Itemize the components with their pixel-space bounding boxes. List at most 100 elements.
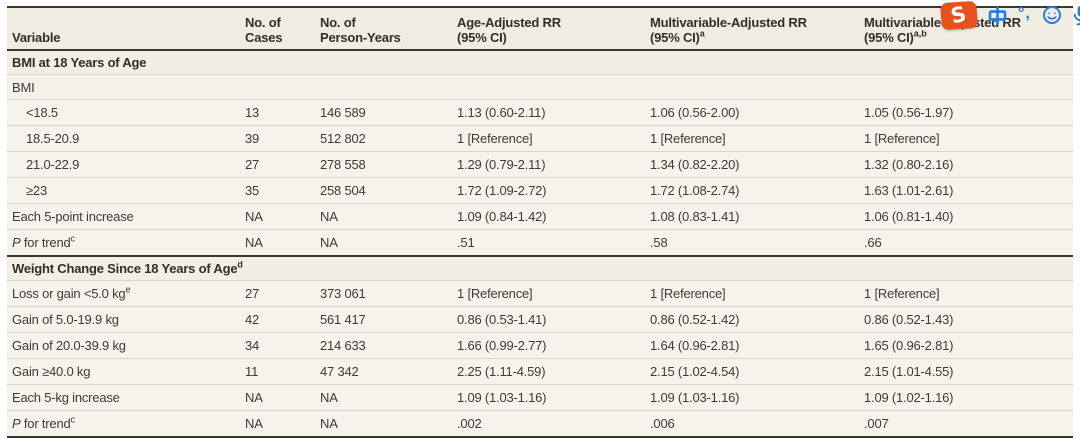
table-cell: .006 [645, 410, 859, 437]
row-label: Weight Change Since 18 Years of Aged [7, 255, 1073, 281]
table-cell: .002 [452, 410, 645, 437]
table-cell: 47 342 [315, 358, 452, 385]
row-label-superscript: c [70, 414, 76, 425]
table-cell: 1 [Reference] [859, 125, 1073, 152]
row-label-text: Weight Change Since 18 Years of Age [12, 261, 238, 276]
table-row: Gain of 5.0-19.9 kg 42 561 417 0.86 (0.53-1… [7, 306, 1073, 333]
table-cell [452, 74, 645, 100]
row-label-text: for trend [20, 235, 71, 250]
table-row: BMI at 18 Years of Age [7, 50, 1073, 75]
table-row: Weight Change Since 18 Years of Aged [7, 255, 1073, 281]
table-cell: .58 [645, 229, 859, 256]
table-cell: 0.86 (0.52-1.42) [645, 306, 859, 333]
table-cell: 1.72 (1.08-2.74) [645, 177, 859, 204]
table-cell: 2.15 (1.01-4.55) [859, 358, 1073, 385]
table-cell: 27 [240, 280, 315, 307]
table-row: Each 5-point increase NA NA 1.09 (0.84-1.42… [7, 203, 1073, 230]
sogou-logo-letter: S [949, 1, 969, 28]
table-cell: NA [315, 203, 452, 230]
table-cell: .007 [859, 410, 1073, 437]
row-label-text: Loss or gain <5.0 kg [12, 286, 126, 301]
table-cell: 0.86 (0.53-1.41) [452, 306, 645, 333]
row-label-superscript: c [70, 233, 76, 244]
table-row: Gain of 20.0-39.9 kg 34 214 633 1.66 (0.99-… [7, 332, 1073, 359]
row-label: 18.5-20.9 [7, 125, 240, 152]
table-body: BMI at 18 Years of Age BMI <18.5 13 146 589 1… [7, 50, 1073, 437]
table-row: P for trendc NA NA .51.58.66 [7, 229, 1073, 256]
emoji-icon[interactable] [1042, 5, 1062, 25]
row-label: Each 5-point increase [7, 203, 240, 230]
table-cell: 1.64 (0.96-2.81) [645, 332, 859, 359]
row-label-superscript: e [125, 284, 131, 295]
table-row: ≥23 35 258 504 1.72 (1.09-2.72) 1.72 (1.08-2… [7, 177, 1073, 204]
table-cell: 1.13 (0.60-2.11) [452, 99, 645, 126]
table-cell: 512 802 [315, 125, 452, 152]
table-cell: 2.15 (1.02-4.54) [645, 358, 859, 385]
table-row: 21.0-22.9 27 278 558 1.29 (0.79-2.11) 1.34 (… [7, 151, 1073, 178]
table-cell: 561 417 [315, 306, 452, 333]
row-label-text: BMI [12, 79, 35, 95]
punctuation-icon[interactable]: °, [1018, 5, 1031, 22]
table-cell: 39 [240, 125, 315, 152]
row-label-text: Gain of 5.0-19.9 kg [12, 312, 119, 327]
row-label-text: Gain ≥40.0 kg [12, 364, 91, 379]
table-row: Loss or gain <5.0 kge 27 373 061 1 [Referen… [7, 280, 1073, 307]
table-cell: 1.06 (0.56-2.00) [645, 99, 859, 126]
row-label-text: Each 5-point increase [12, 209, 134, 224]
study-table-container: Variable No. of Cases No. of Person-Year… [7, 6, 1073, 438]
row-label-text: <18.5 [26, 105, 58, 120]
sogou-logo[interactable]: S [940, 0, 978, 30]
table-cell: NA [240, 203, 315, 230]
table-cell: 35 [240, 177, 315, 204]
table-cell: 1.34 (0.82-2.20) [645, 151, 859, 178]
table-cell: 278 558 [315, 151, 452, 178]
table-cell: 1.09 (1.02-1.16) [859, 384, 1073, 411]
table-cell: 1.29 (0.79-2.11) [452, 151, 645, 178]
table-cell: 1.06 (0.81-1.40) [859, 203, 1073, 230]
table-row: 18.5-20.9 39 512 802 1 [Reference] 1 [Refere… [7, 125, 1073, 152]
table-cell: 1.32 (0.80-2.16) [859, 151, 1073, 178]
row-label-text: 18.5-20.9 [26, 131, 80, 146]
table-cell: 1 [Reference] [645, 125, 859, 152]
table-cell: NA [240, 410, 315, 437]
table-cell: NA [240, 384, 315, 411]
table-cell [240, 74, 315, 100]
row-label-text: for trend [20, 416, 71, 431]
table-row: <18.5 13 146 589 1.13 (0.60-2.11) 1.06 (0.56… [7, 99, 1073, 126]
table-cell: 11 [240, 358, 315, 385]
table-cell: .66 [859, 229, 1073, 256]
row-label-superscript: d [237, 259, 243, 270]
row-label-text: BMI at 18 Years of Age [12, 55, 147, 70]
table-cell: 1 [Reference] [452, 280, 645, 307]
row-label-text: Gain of 20.0-39.9 kg [12, 338, 126, 353]
table-cell: NA [315, 410, 452, 437]
row-label: Each 5-kg increase [7, 384, 240, 411]
table-cell: 214 633 [315, 332, 452, 359]
table-cell: 258 504 [315, 177, 452, 204]
table-row: Gain ≥40.0 kg 11 47 342 2.25 (1.11-4.59) 2.1… [7, 358, 1073, 385]
table-cell: 1.65 (0.96-2.81) [859, 332, 1073, 359]
column-header-cases: No. of Cases [240, 7, 315, 51]
table-cell: 373 061 [315, 280, 452, 307]
ime-toolbar: S °, [940, 0, 1080, 30]
table-cell: 1.09 (0.84-1.42) [452, 203, 645, 230]
row-label-italic: P [12, 235, 21, 250]
row-label: Gain of 20.0-39.9 kg [7, 332, 240, 359]
table-cell: .51 [452, 229, 645, 256]
microphone-icon[interactable] [1073, 5, 1080, 26]
row-label-italic: P [12, 416, 21, 431]
row-label: <18.5 [7, 99, 240, 126]
table-cell: 1.72 (1.09-2.72) [452, 177, 645, 204]
table-cell: NA [315, 229, 452, 256]
table-cell: 1.05 (0.56-1.97) [859, 99, 1073, 126]
row-label: Gain of 5.0-19.9 kg [7, 306, 240, 333]
table-cell: 146 589 [315, 99, 452, 126]
row-label: P for trendc [7, 229, 240, 256]
table-row: P for trendc NA NA .002.006.007 [7, 410, 1073, 437]
chinese-mode-icon[interactable] [988, 5, 1007, 25]
table-cell [315, 74, 452, 100]
table-cell: 2.25 (1.11-4.59) [452, 358, 645, 385]
table-cell: 0.86 (0.52-1.43) [859, 306, 1073, 333]
column-header-variable: Variable [7, 7, 240, 51]
table-row: Each 5-kg increase NA NA 1.09 (1.03-1.16) 1.… [7, 384, 1073, 411]
